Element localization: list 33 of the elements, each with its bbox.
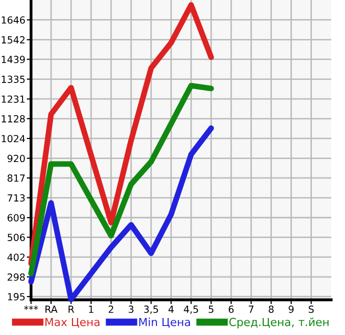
y-tick-label: 1335: [2, 76, 25, 83]
x-tick-label: 4,5: [184, 306, 198, 314]
y-tick-label: 817: [8, 174, 25, 182]
x-tick-label: 6: [228, 306, 234, 313]
legend-label: Min Цена: [139, 318, 190, 328]
x-tick-label: 3: [128, 306, 134, 313]
x-tick-label: 1: [89, 306, 94, 313]
x-tick-label: 5: [208, 306, 214, 313]
legend-label: Сред.Цена, т.йен: [229, 318, 329, 328]
y-tick-label: 1024: [2, 134, 25, 142]
y-tick-label: 1128: [2, 115, 25, 122]
x-tick-label: S: [308, 306, 314, 313]
x-tick-label: 8: [268, 306, 274, 313]
x-tick-label: 7: [248, 306, 254, 313]
legend-label: Max Цена: [45, 318, 100, 328]
x-tick-label: RA: [46, 306, 58, 313]
y-tick-label: 402: [7, 254, 25, 261]
y-tick-label: 298: [8, 273, 25, 281]
x-tick-label: 4: [168, 306, 174, 313]
y-tick-label: 1439: [2, 56, 25, 64]
x-tick-label: R: [68, 306, 74, 313]
y-tick-label: 920: [8, 154, 25, 162]
y-tick-label: 1542: [2, 36, 25, 44]
y-tick-label: 1231: [2, 95, 25, 103]
x-tick-label: 9: [288, 306, 294, 313]
y-tick-label: 195: [8, 293, 25, 300]
x-tick-label: ***: [24, 306, 38, 310]
y-tick-label: 506: [8, 234, 25, 242]
y-tick-label: 609: [8, 214, 25, 222]
y-tick-label: 713: [8, 194, 25, 202]
x-tick-label: 2: [108, 306, 114, 313]
y-tick-label: 1646: [2, 16, 25, 24]
x-tick-label: 3,5: [144, 306, 158, 314]
